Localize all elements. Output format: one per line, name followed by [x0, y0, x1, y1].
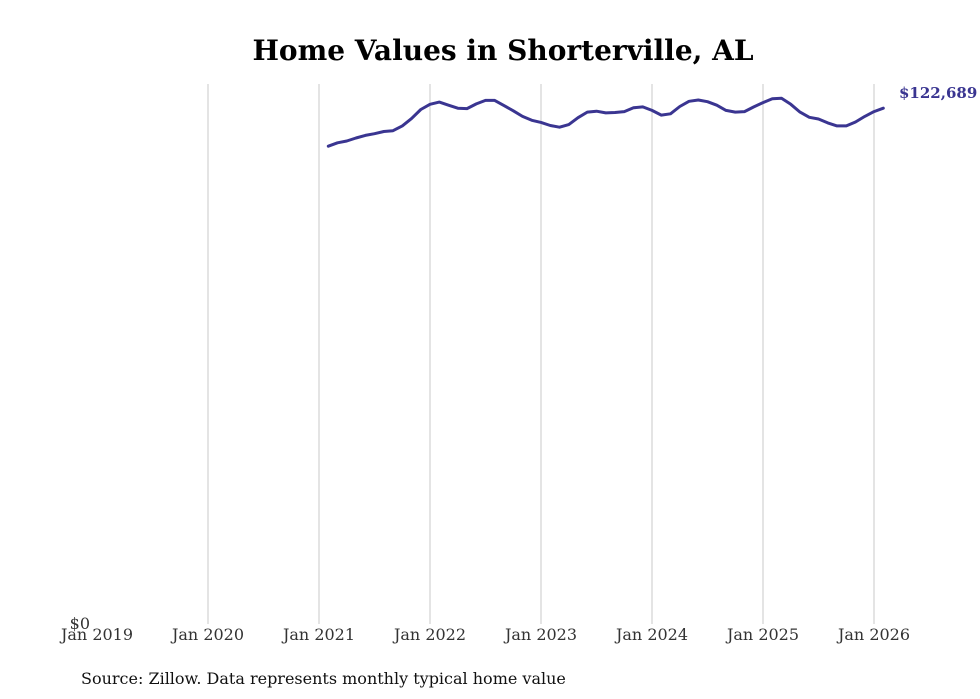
chart-title: Home Values in Shorterville, AL [252, 34, 753, 67]
gridlines [207, 84, 875, 624]
x-tick-label: Jan 2022 [392, 625, 466, 644]
x-tick-label: Jan 2025 [725, 625, 799, 644]
source-note: Source: Zillow. Data represents monthly … [81, 669, 566, 688]
x-axis-ticks: Jan 2019 Jan 2020 Jan 2021 Jan 2022 Jan 2023… [59, 625, 910, 644]
x-tick-label: Jan 2021 [281, 625, 355, 644]
x-tick-label: Jan 2024 [614, 625, 688, 644]
x-tick-label: Jan 2023 [503, 625, 577, 644]
end-value-label: $122,689 [899, 84, 977, 102]
y-tick-label-0: $0 [70, 614, 90, 633]
x-tick-label: Jan 2026 [836, 625, 910, 644]
x-tick-label: Jan 2019 [59, 625, 133, 644]
x-tick-label: Jan 2020 [170, 625, 244, 644]
home-value-line [326, 96, 885, 148]
